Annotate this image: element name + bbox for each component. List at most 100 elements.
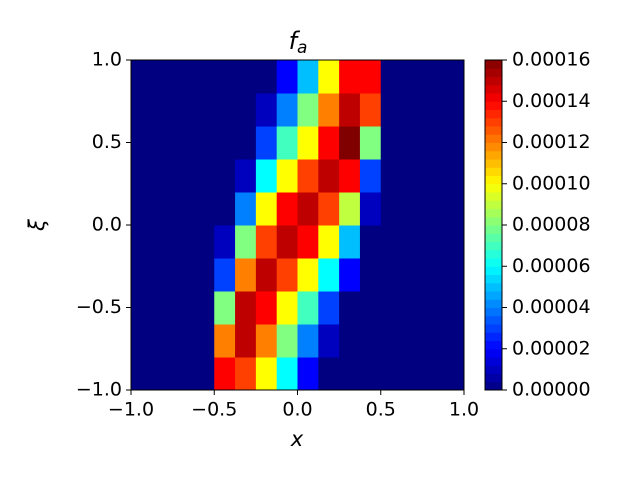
heatmap-cell [401, 60, 423, 94]
heatmap-cell [380, 357, 403, 391]
heatmap-cell [276, 192, 298, 226]
colorbar-segment [485, 315, 502, 325]
heatmap-cell [276, 60, 298, 94]
heatmap-cell [193, 159, 215, 193]
heatmap-cell [235, 225, 257, 259]
heatmap-cell [318, 225, 340, 259]
heatmap-cell [318, 159, 340, 193]
heatmap-cell [151, 225, 174, 259]
heatmap-cell [255, 357, 278, 391]
heatmap-cell [214, 192, 236, 226]
heatmap-cell [422, 291, 444, 325]
heatmap-cell [401, 159, 423, 193]
heatmap-cell [131, 258, 153, 292]
heatmap-cell [151, 126, 174, 160]
colorbar-segment [485, 381, 502, 391]
heatmap-cell [318, 126, 340, 160]
colorbar-segment [485, 274, 502, 284]
heatmap-cell [172, 60, 194, 94]
colorbar-segment [485, 348, 502, 358]
y-axis-label: ξ [25, 219, 49, 232]
heatmap-cell [255, 126, 278, 160]
title-subscript: a [297, 38, 307, 58]
heatmap-cell [401, 225, 423, 259]
heatmap-cell [443, 159, 465, 193]
x-axis-label: x [290, 427, 304, 451]
heatmap-cell [255, 60, 278, 94]
heatmap-cell [297, 126, 319, 160]
colorbar-tick-label: 0.00012 [512, 131, 591, 153]
colorbar-segment [485, 159, 502, 168]
colorbar-segment [485, 357, 502, 366]
colorbar-tick-label: 0.00000 [512, 379, 591, 401]
chart-title: fa [289, 27, 308, 58]
heatmap-cell [214, 324, 236, 358]
colorbar-segment [485, 332, 502, 341]
colorbar-tick-label: 0.00014 [512, 90, 591, 112]
heatmap-cell [318, 192, 340, 226]
heatmap-cell [422, 60, 444, 94]
heatmap-cell [380, 192, 403, 226]
heatmap-cell [131, 291, 153, 325]
colorbar-segment [485, 183, 502, 193]
heatmap-cell [401, 324, 423, 358]
heatmap-cell [131, 126, 153, 160]
heatmap-cell [276, 225, 298, 259]
heatmap-cell [443, 93, 465, 127]
heatmap-cell [235, 60, 257, 94]
heatmap-cell [297, 60, 319, 94]
colorbar-segment [485, 134, 502, 143]
heatmap-cell [151, 357, 174, 391]
heatmap-cell [235, 357, 257, 391]
heatmap-cell [297, 258, 319, 292]
heatmap-cell [255, 291, 278, 325]
y-tick-label: 1.0 [92, 49, 122, 71]
colorbar-segment [485, 233, 502, 242]
heatmap-cell [131, 60, 153, 94]
heatmap-cell [235, 324, 257, 358]
heatmap-cell [318, 357, 340, 391]
heatmap-cell [235, 159, 257, 193]
heatmap-cell [193, 126, 215, 160]
heatmap-cell [172, 93, 194, 127]
colorbar-segment [485, 60, 502, 69]
colorbar-segment [485, 192, 502, 201]
heatmap-cell [359, 93, 382, 127]
heatmap-cell [380, 225, 403, 259]
heatmap-cell [193, 357, 215, 391]
heatmap-cell [297, 324, 319, 358]
heatmap-cell [193, 60, 215, 94]
heatmap-cell [172, 291, 194, 325]
heatmap-cell [401, 291, 423, 325]
heatmap-cell [276, 324, 298, 358]
heatmap-cell [422, 126, 444, 160]
heatmap-cell [131, 93, 153, 127]
heatmap-cell [359, 225, 382, 259]
heatmap-cell [235, 192, 257, 226]
heatmap-cell [339, 258, 361, 292]
heatmap-cell [214, 93, 236, 127]
colorbar-segment [485, 307, 502, 317]
heatmap-cell [443, 225, 465, 259]
heatmap-cell [276, 357, 298, 391]
heatmap-cell [235, 258, 257, 292]
colorbar-segment [485, 373, 502, 383]
heatmap-cell [172, 225, 194, 259]
heatmap-cell [380, 93, 403, 127]
heatmap-cell [255, 258, 278, 292]
heatmap-cell [318, 291, 340, 325]
heatmap-cell [193, 93, 215, 127]
heatmap-cell [172, 357, 194, 391]
heatmap-cell [172, 324, 194, 358]
colorbar-segment [485, 241, 502, 251]
heatmap-cell [297, 291, 319, 325]
heatmap-cell [339, 159, 361, 193]
heatmap-cell [276, 291, 298, 325]
heatmap-cell [214, 159, 236, 193]
colorbar-tick-label: 0.00008 [512, 214, 591, 236]
heatmap-cell [318, 60, 340, 94]
heatmap-cell [443, 60, 465, 94]
heatmap-cell [339, 126, 361, 160]
colorbar-segment [485, 365, 502, 374]
heatmap-cell [443, 324, 465, 358]
